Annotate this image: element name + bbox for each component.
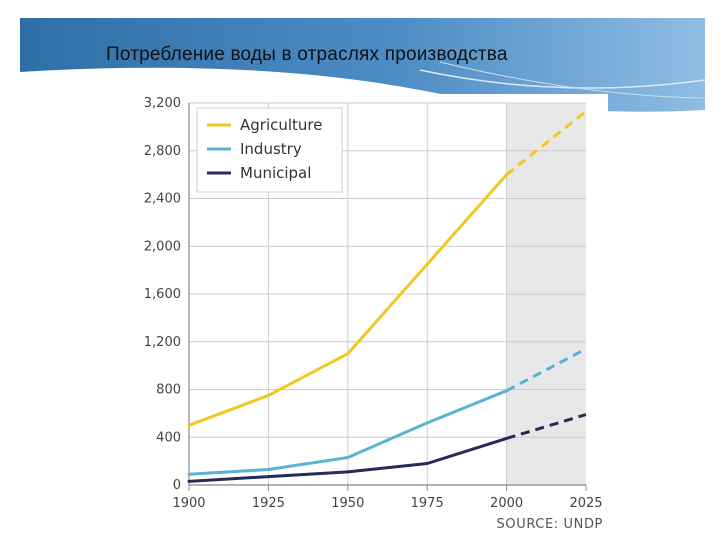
header-swoosh-line — [439, 61, 706, 99]
x-tick-label: 1925 — [252, 496, 285, 511]
y-tick-label: 2,000 — [144, 239, 181, 254]
series-line-agriculture — [187, 173, 509, 427]
series-projection-agriculture — [505, 110, 587, 176]
x-tick-label: 2000 — [490, 496, 523, 511]
source-note: SOURCE: UNDP — [497, 517, 603, 532]
header-swoosh-line — [419, 69, 706, 89]
legend-label-agriculture: Agriculture — [240, 116, 323, 134]
y-tick-label: 800 — [156, 383, 181, 398]
series-line-municipal — [187, 436, 509, 483]
header-swoosh — [20, 18, 705, 112]
y-tick-label: 1,600 — [144, 287, 181, 302]
y-tick-label: 0 — [173, 478, 181, 493]
slide-title: Потребление воды в отраслях производства — [106, 44, 508, 65]
x-tick-label: 1950 — [331, 496, 364, 511]
y-tick-label: 2,800 — [144, 144, 181, 159]
y-tick-label: 1,200 — [144, 335, 181, 350]
series-line-industry — [187, 389, 509, 476]
x-tick-label: 1900 — [172, 496, 205, 511]
y-tick-label: 3,200 — [144, 96, 181, 111]
y-tick-label: 400 — [156, 430, 181, 445]
legend-label-municipal: Municipal — [240, 164, 311, 182]
legend-label-industry: Industry — [240, 140, 302, 158]
x-tick-label: 2025 — [569, 496, 602, 511]
x-tick-label: 1975 — [411, 496, 444, 511]
y-tick-label: 2,400 — [144, 192, 181, 207]
header-band — [20, 18, 706, 112]
